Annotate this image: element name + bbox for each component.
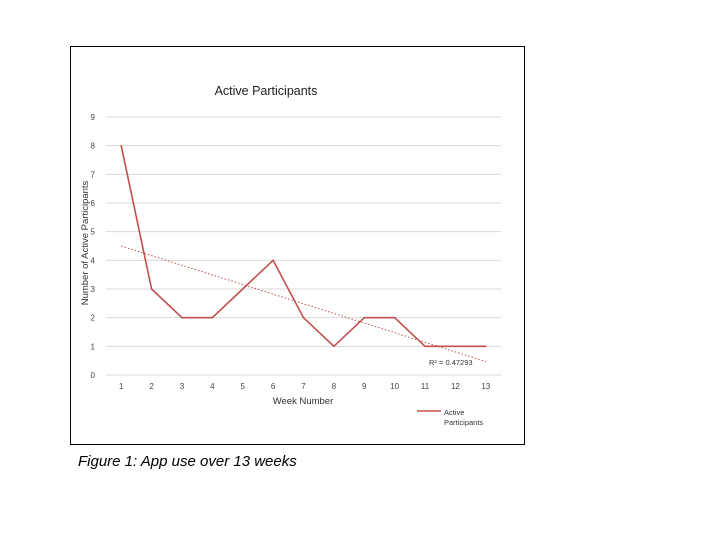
series-line-active-participants bbox=[120, 145, 486, 348]
y-tick-label: 3 bbox=[91, 285, 96, 294]
data-point bbox=[150, 288, 153, 290]
y-tick-label: 8 bbox=[91, 142, 96, 151]
x-tick-label: 9 bbox=[362, 382, 367, 391]
x-tick-label: 1 bbox=[119, 382, 124, 391]
trendline bbox=[121, 245, 486, 363]
x-tick-label: 6 bbox=[271, 382, 276, 391]
x-tick-label: 10 bbox=[390, 382, 399, 391]
data-point bbox=[120, 144, 122, 147]
y-tick-label: 2 bbox=[91, 314, 96, 323]
x-tick-label: 2 bbox=[149, 382, 154, 391]
chart-title: Active Participants bbox=[215, 84, 318, 98]
data-point bbox=[393, 316, 396, 319]
data-point bbox=[241, 288, 244, 290]
y-tick-label: 0 bbox=[91, 371, 96, 380]
data-point bbox=[333, 345, 335, 348]
x-tick-label: 11 bbox=[421, 382, 430, 391]
legend-label: Active Participants bbox=[444, 408, 483, 427]
figure-caption: Figure 1: App use over 13 weeks bbox=[78, 453, 297, 470]
x-tick-label: 3 bbox=[180, 382, 185, 391]
y-tick-label: 7 bbox=[91, 170, 96, 179]
x-tick-label: 8 bbox=[332, 382, 337, 391]
data-point bbox=[424, 345, 426, 348]
x-axis-title: Week Number bbox=[273, 396, 334, 407]
y-tick-label: 5 bbox=[91, 228, 96, 237]
data-point bbox=[211, 316, 214, 319]
x-tick-label: 12 bbox=[451, 382, 460, 391]
gridlines bbox=[106, 116, 501, 376]
data-point bbox=[272, 259, 274, 262]
data-points bbox=[120, 144, 487, 348]
y-tick-label: 4 bbox=[91, 256, 96, 265]
x-tick-label: 13 bbox=[481, 382, 490, 391]
y-axis-title: Number of Active Participants bbox=[80, 180, 91, 305]
y-tick-labels: 0 1 2 3 4 5 6 7 8 9 bbox=[91, 113, 96, 380]
data-point bbox=[302, 316, 305, 319]
data-point bbox=[363, 316, 366, 319]
y-tick-label: 6 bbox=[91, 199, 96, 208]
r-squared-label: R² = 0.47293 bbox=[429, 358, 473, 367]
data-point bbox=[181, 316, 183, 319]
x-tick-label: 4 bbox=[210, 382, 215, 391]
x-tick-labels: 1 2 3 4 5 6 7 8 9 10 11 12 13 bbox=[119, 382, 491, 391]
y-tick-label: 1 bbox=[91, 342, 96, 351]
x-tick-label: 7 bbox=[301, 382, 306, 391]
y-tick-label: 9 bbox=[91, 113, 96, 122]
x-tick-label: 5 bbox=[241, 382, 246, 391]
data-point bbox=[485, 345, 487, 348]
data-point bbox=[454, 345, 457, 348]
